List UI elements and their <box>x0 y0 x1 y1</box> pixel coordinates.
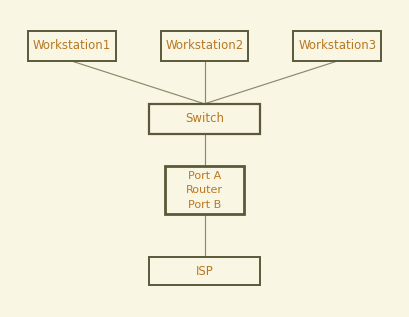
FancyBboxPatch shape <box>293 31 381 61</box>
Text: Workstation1: Workstation1 <box>32 39 111 53</box>
Text: ISP: ISP <box>196 264 213 278</box>
Text: Port A
Router
Port B: Port A Router Port B <box>186 171 223 210</box>
FancyBboxPatch shape <box>27 31 115 61</box>
Text: Switch: Switch <box>185 112 224 126</box>
FancyBboxPatch shape <box>149 257 260 285</box>
Text: Workstation2: Workstation2 <box>165 39 244 53</box>
FancyBboxPatch shape <box>149 104 260 134</box>
Text: Workstation3: Workstation3 <box>298 39 377 53</box>
FancyBboxPatch shape <box>164 166 244 214</box>
FancyBboxPatch shape <box>160 31 249 61</box>
